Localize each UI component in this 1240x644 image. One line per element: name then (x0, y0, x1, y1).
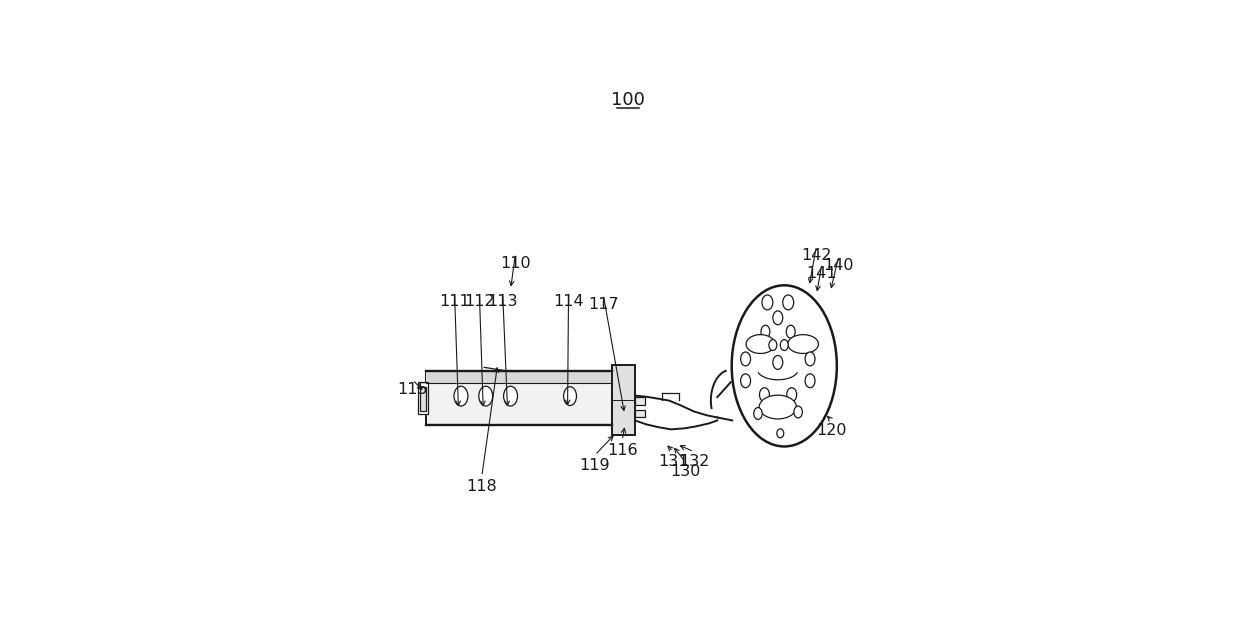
Bar (613, 365, 635, 435)
Ellipse shape (786, 388, 796, 402)
Text: 115: 115 (397, 382, 428, 397)
Ellipse shape (454, 386, 467, 406)
Ellipse shape (794, 406, 802, 418)
Ellipse shape (773, 355, 782, 370)
Text: 130: 130 (670, 464, 701, 479)
Ellipse shape (740, 352, 750, 366)
Text: 118: 118 (466, 479, 497, 494)
Text: 110: 110 (500, 256, 531, 270)
Ellipse shape (761, 325, 770, 338)
Text: 142: 142 (801, 249, 832, 263)
Ellipse shape (503, 386, 517, 406)
Text: 100: 100 (611, 91, 645, 109)
Ellipse shape (759, 395, 796, 419)
Text: 119: 119 (579, 457, 610, 473)
Ellipse shape (805, 352, 815, 366)
Ellipse shape (740, 374, 750, 388)
Ellipse shape (782, 295, 794, 310)
Ellipse shape (787, 335, 818, 354)
Ellipse shape (805, 374, 815, 388)
Ellipse shape (780, 339, 789, 350)
Text: 117: 117 (588, 297, 619, 312)
Bar (427, 371, 613, 383)
Bar (635, 410, 645, 417)
Ellipse shape (769, 339, 776, 350)
Text: 116: 116 (606, 442, 637, 458)
Ellipse shape (564, 386, 577, 406)
Text: 141: 141 (807, 266, 837, 281)
Ellipse shape (759, 388, 769, 402)
Bar (427, 371, 613, 426)
Text: 131: 131 (658, 454, 688, 469)
Text: 114: 114 (553, 294, 584, 309)
Text: 140: 140 (823, 258, 854, 273)
Bar (418, 383, 428, 415)
Ellipse shape (746, 335, 775, 354)
Bar (635, 397, 645, 404)
Ellipse shape (773, 311, 782, 325)
Text: 113: 113 (487, 294, 518, 309)
Ellipse shape (761, 295, 773, 310)
Ellipse shape (754, 408, 763, 419)
Ellipse shape (776, 429, 784, 438)
Ellipse shape (479, 386, 492, 406)
Ellipse shape (786, 325, 795, 338)
Text: 132: 132 (678, 454, 709, 469)
Text: 112: 112 (464, 294, 495, 309)
Text: 111: 111 (439, 294, 470, 309)
Ellipse shape (732, 285, 837, 446)
Text: 120: 120 (816, 423, 847, 438)
Bar (420, 386, 427, 410)
